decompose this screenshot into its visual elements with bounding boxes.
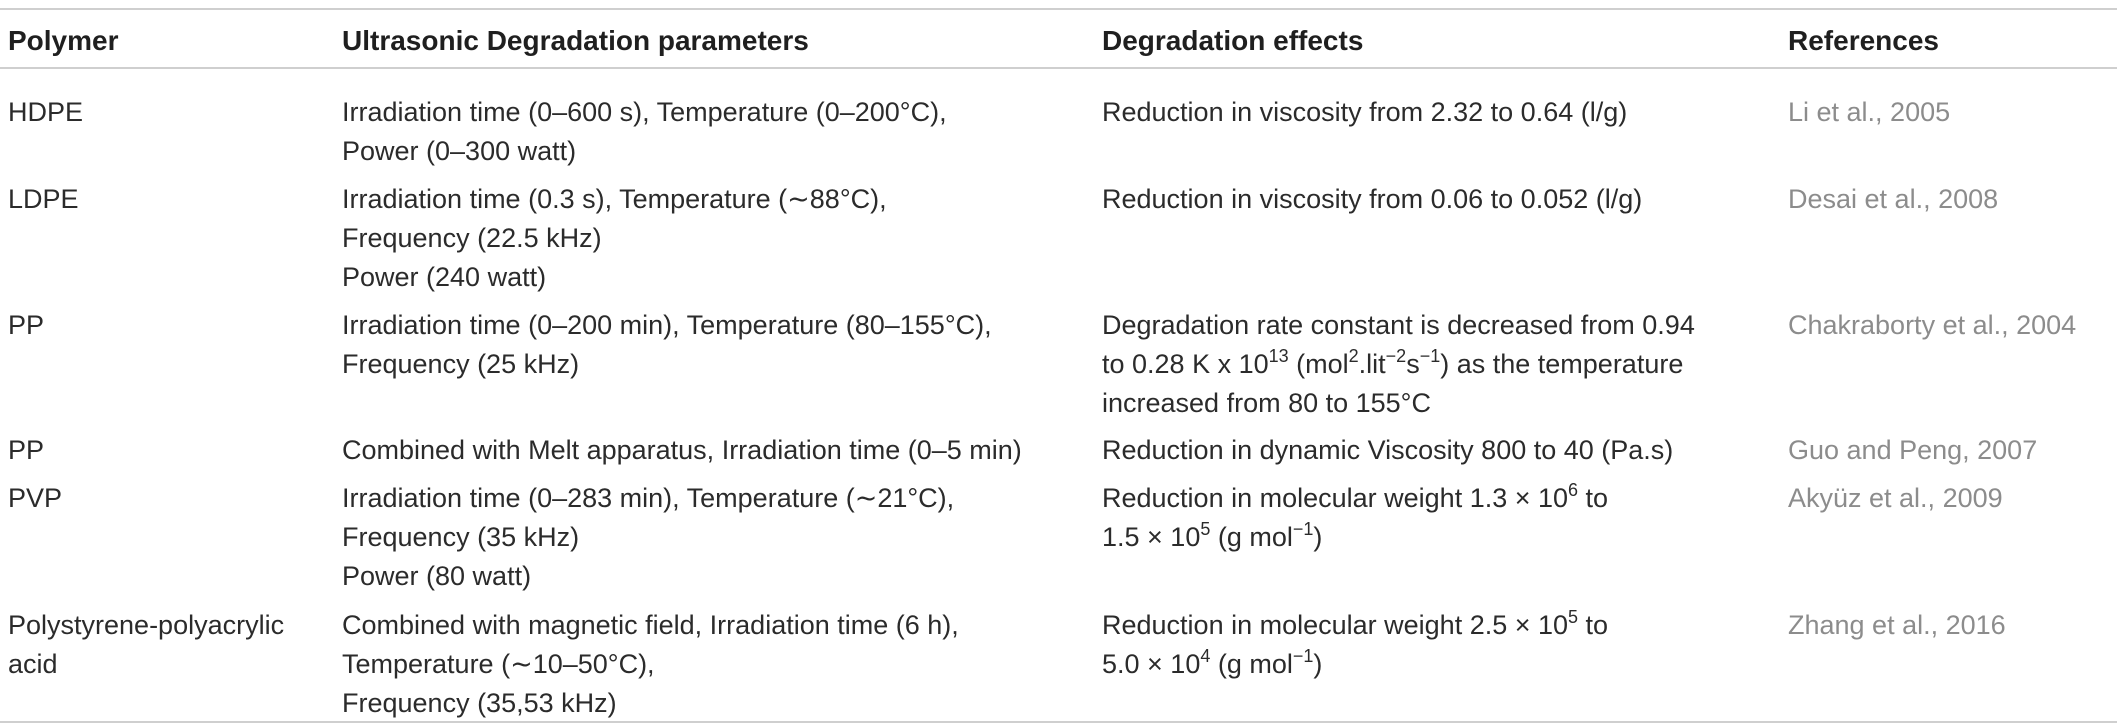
effects-cell: Reduction in molecular weight 1.3 × 106 …	[1102, 480, 1609, 552]
table-bottom-rule	[0, 721, 2117, 723]
table-top-rule	[0, 8, 2117, 10]
parameters-cell: Irradiation time (0–200 min), Temperatur…	[342, 310, 992, 379]
effects-cell: Reduction in dynamic Viscosity 800 to 40…	[1102, 435, 1674, 465]
effects-cell: Reduction in molecular weight 2.5 × 105 …	[1102, 607, 1609, 679]
polymer-cell: PVP	[8, 483, 63, 513]
reference-link[interactable]: Li et al., 2005	[1788, 97, 1951, 127]
polymer-cell: Polystyrene-polyacrylic acid	[8, 610, 285, 679]
parameters-cell: Irradiation time (0–283 min), Temperatur…	[342, 483, 955, 591]
reference-link[interactable]: Akyüz et al., 2009	[1788, 483, 2003, 513]
polymer-cell: LDPE	[8, 184, 79, 214]
polymer-cell: HDPE	[8, 97, 84, 127]
effects-cell: Reduction in viscosity from 0.06 to 0.05…	[1102, 184, 1643, 214]
parameters-cell: Irradiation time (0–600 s), Temperature …	[342, 97, 947, 166]
reference-link[interactable]: Desai et al., 2008	[1788, 184, 1999, 214]
polymer-cell: PP	[8, 310, 45, 340]
effects-cell: Degradation rate constant is decreased f…	[1102, 310, 1695, 418]
reference-link[interactable]: Chakraborty et al., 2004	[1788, 310, 2077, 340]
header-effects: Degradation effects	[1102, 25, 1364, 56]
effects-cell: Reduction in viscosity from 2.32 to 0.64…	[1102, 97, 1628, 127]
header-references: References	[1788, 25, 1939, 56]
parameters-cell: Combined with magnetic field, Irradiatio…	[342, 610, 959, 718]
header-parameters: Ultrasonic Degradation parameters	[342, 25, 809, 56]
parameters-cell: Irradiation time (0.3 s), Temperature (∼…	[342, 184, 887, 292]
reference-link[interactable]: Guo and Peng, 2007	[1788, 435, 2038, 465]
polymer-cell: PP	[8, 435, 45, 465]
reference-link[interactable]: Zhang et al., 2016	[1788, 610, 2006, 640]
parameters-cell: Combined with Melt apparatus, Irradiatio…	[342, 435, 1022, 465]
table-header-rule	[0, 67, 2117, 69]
header-polymer: Polymer	[8, 25, 119, 56]
